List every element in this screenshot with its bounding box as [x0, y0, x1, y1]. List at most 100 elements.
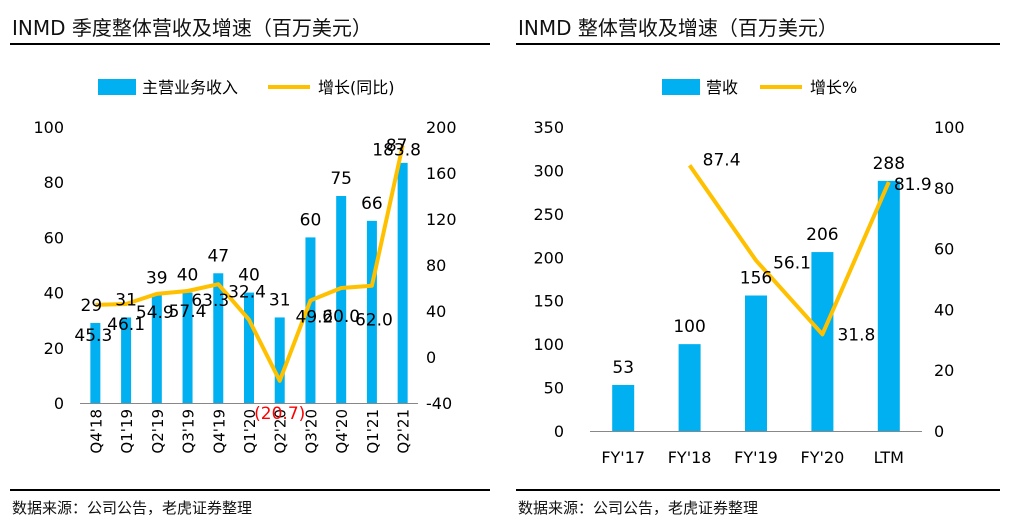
bar: [336, 196, 347, 403]
bar-value-label: 288: [873, 154, 905, 174]
bar: [366, 220, 377, 403]
bar-value-label: 29: [81, 296, 103, 316]
category-label: Q1'19: [118, 409, 136, 454]
left-axis-tick-label: 60: [44, 228, 64, 247]
left-axis-tick-label: 80: [44, 173, 64, 192]
line-value-label: 183.8: [372, 141, 421, 161]
right-title-rule: [516, 43, 1000, 45]
right-source-rule: [516, 489, 1000, 491]
left-title-rule: [10, 43, 490, 45]
bar: [745, 295, 767, 431]
right-axis-tick-label: 160: [426, 164, 457, 183]
left-axis-tick-label: 20: [44, 339, 64, 358]
left-axis-tick-label: 100: [533, 335, 564, 354]
right-axis-tick-label: 20: [934, 361, 954, 380]
right-axis-tick-label: 0: [934, 422, 944, 441]
right-axis-tick-label: 40: [934, 300, 954, 319]
line-value-label: 60.0: [322, 307, 360, 327]
category-label: Q4'18: [87, 409, 105, 454]
left-chart: 主营业务收入 增长(同比) 0 20 40 60 80 100 -40 0 40 80 120 160 20…: [33, 78, 457, 454]
category-label: Q1'20: [241, 409, 259, 454]
line-value-label: 57.4: [169, 302, 207, 322]
bar-value-label: 47: [207, 246, 229, 266]
bar: [274, 317, 285, 403]
right-axis-tick-label: 60: [934, 240, 954, 259]
bar-value-label: 31: [115, 290, 137, 310]
right-axis-tick-label: 120: [426, 210, 457, 229]
line-value-label: 31.8: [837, 325, 875, 345]
right-source: 数据来源：公司公告，老虎证券整理: [518, 499, 759, 517]
line-value-label: 49.2: [296, 307, 334, 327]
left-axis-tick-label: 300: [533, 161, 564, 180]
category-label: Q1'21: [364, 409, 382, 454]
left-source: 数据来源：公司公告，老虎证券整理: [12, 499, 253, 517]
line-value-label: (20.7): [254, 404, 305, 424]
bar: [244, 292, 254, 403]
right-chart-title: INMD 整体营收及增速（百万美元）: [518, 16, 838, 40]
left-axis-tick-label: 40: [44, 284, 64, 303]
bar: [151, 295, 162, 403]
right-axis-tick-label: 0: [426, 348, 436, 367]
left-chart-panel: INMD 季度整体营收及增速（百万美元） 主营业务收入 增长(同比) 0 20 40 60…: [0, 0, 500, 529]
bar-value-label: 75: [330, 169, 352, 189]
bar-value-label: 206: [806, 225, 838, 245]
category-label: FY'19: [734, 448, 778, 467]
bar: [182, 292, 193, 403]
bar: [90, 322, 101, 403]
line-value-label: 62.0: [355, 311, 393, 331]
bar-value-label: 53: [612, 358, 634, 378]
left-axis-tick-label: 350: [533, 118, 564, 137]
bar-value-label: 87: [386, 136, 408, 156]
left-axis-tick-label: 100: [33, 118, 64, 137]
right-axis-tick-label: 40: [426, 302, 446, 321]
line-value-label: 46.1: [107, 315, 145, 335]
line-value-label: 63.3: [191, 291, 229, 311]
category-label: FY'17: [601, 448, 645, 467]
line-value-label: 56.1: [773, 253, 811, 273]
category-label: Q3'20: [302, 409, 320, 454]
left-axis-tick-label: 200: [533, 248, 564, 267]
left-source-rule: [10, 489, 490, 491]
category-label: Q2'19: [149, 409, 167, 454]
bar: [678, 344, 701, 431]
growth-line: [95, 145, 405, 383]
bar-value-label: 31: [269, 290, 291, 310]
legend-bar-swatch: [662, 79, 700, 95]
legend-bar-label: 营收: [706, 78, 738, 97]
right-axis-tick-label: 80: [934, 179, 954, 198]
bar: [121, 317, 132, 403]
right-axis-tick-label: 100: [934, 118, 965, 137]
legend-bar-label: 主营业务收入: [142, 78, 238, 97]
bar-value-label: 100: [673, 317, 705, 337]
category-label: Q2'20: [272, 409, 290, 454]
line-value-label: 54.9: [136, 303, 174, 323]
bar: [877, 180, 900, 431]
line-value-label: 81.9: [894, 175, 932, 195]
right-chart: 营收 增长% 0 50 100 150 200 250 300 350 0 20 40 60 80 100 FY…: [533, 78, 965, 467]
left-chart-title: INMD 季度整体营收及增速（百万美元）: [12, 16, 372, 40]
right-axis-tick-label: -40: [426, 394, 452, 413]
growth-line: [687, 164, 891, 337]
right-chart-panel: INMD 整体营收及增速（百万美元） 营收 增长% 0 50 100 150 200 250 3…: [512, 0, 1022, 529]
category-label: Q4'19: [210, 409, 228, 454]
category-label: FY'20: [801, 448, 845, 467]
left-axis-tick-label: 0: [54, 394, 64, 413]
bar: [811, 252, 834, 431]
bar: [612, 384, 635, 431]
bar-value-label: 156: [740, 269, 772, 289]
bar-value-label: 66: [361, 194, 383, 214]
left-axis-tick-label: 150: [533, 292, 564, 311]
bar-value-label: 39: [146, 268, 168, 288]
left-axis-tick-label: 0: [554, 422, 564, 441]
line-value-label: 32.4: [228, 283, 266, 303]
category-label: Q3'19: [180, 409, 198, 454]
right-axis-tick-label: 80: [426, 256, 446, 275]
left-axis-tick-label: 50: [544, 379, 564, 398]
legend-line-label: 增长%: [810, 78, 857, 97]
right-axis-tick-label: 200: [426, 118, 457, 137]
bar: [213, 273, 224, 403]
legend-bar-swatch: [98, 79, 136, 95]
bar-value-label: 60: [300, 210, 322, 230]
bar: [397, 162, 408, 403]
category-label: Q4'20: [333, 409, 351, 454]
